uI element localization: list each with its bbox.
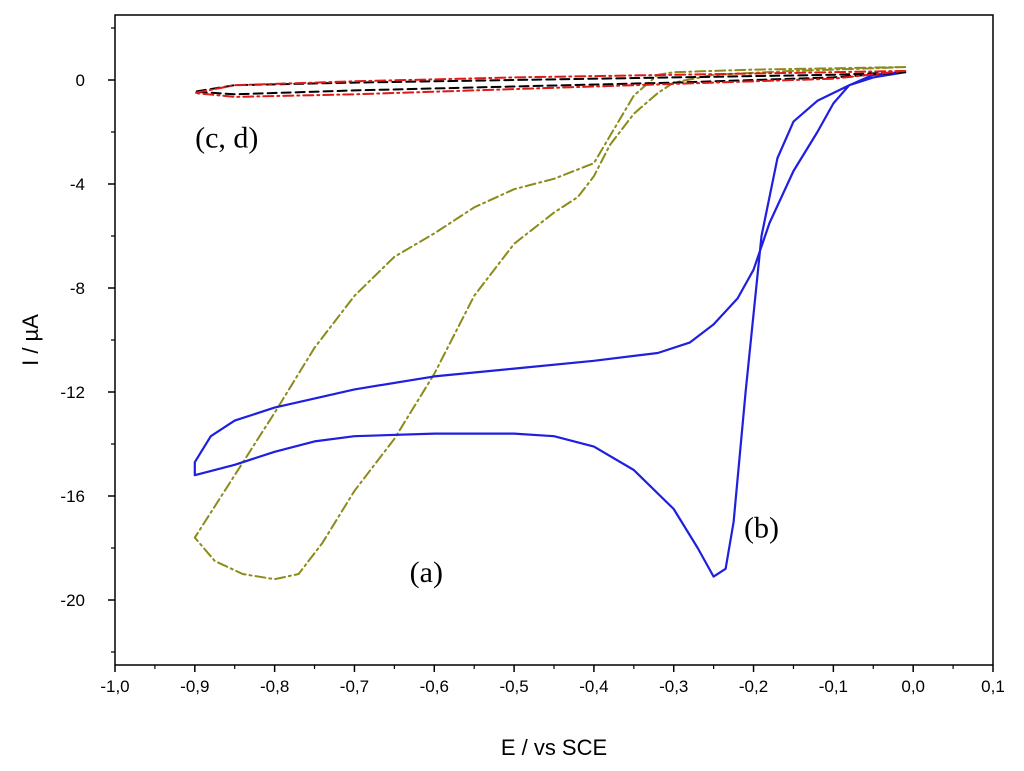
y-tick-label: -4 bbox=[70, 175, 85, 194]
curve-b bbox=[193, 71, 907, 578]
annotation-label: (b) bbox=[744, 512, 779, 545]
x-tick-label: -0,4 bbox=[579, 677, 608, 696]
x-tick-label: -0,8 bbox=[260, 677, 289, 696]
curve-a bbox=[193, 66, 907, 581]
y-axis-ticks: 0 -4 -8 -12 -16 -20 bbox=[60, 27, 115, 653]
x-tick-label: -0,5 bbox=[499, 677, 528, 696]
x-tick-label: -0,7 bbox=[340, 677, 369, 696]
x-tick-label: 0,1 bbox=[981, 677, 1005, 696]
x-tick-label: -1,0 bbox=[100, 677, 129, 696]
x-tick-label: -0,2 bbox=[739, 677, 768, 696]
y-tick-label: 0 bbox=[76, 71, 85, 90]
x-tick-label: -0,1 bbox=[819, 677, 848, 696]
x-tick-label: -0,9 bbox=[180, 677, 209, 696]
curve-c bbox=[193, 71, 907, 96]
x-tick-label: -0,6 bbox=[420, 677, 449, 696]
curve-annotations: (a) (b) (c, d) bbox=[195, 122, 779, 589]
x-tick-label: 0,0 bbox=[901, 677, 925, 696]
plot-frame bbox=[114, 14, 994, 666]
y-tick-label: -20 bbox=[60, 591, 85, 610]
y-axis-title: I / µA bbox=[18, 314, 43, 366]
curve-d bbox=[193, 69, 907, 98]
x-axis-title: E / vs SCE bbox=[501, 735, 607, 760]
y-tick-label: -8 bbox=[70, 279, 85, 298]
x-tick-label: -0,3 bbox=[659, 677, 688, 696]
curves bbox=[193, 66, 907, 581]
x-axis-ticks: -1,0 -0,9 -0,8 -0,7 -0,6 -0,5 -0,4 -0,3 -0,2 -0,1… bbox=[100, 665, 1005, 696]
y-tick-label: -16 bbox=[60, 487, 85, 506]
y-tick-label: -12 bbox=[60, 383, 85, 402]
annotation-label: (c, d) bbox=[195, 122, 258, 155]
annotation-label: (a) bbox=[410, 556, 443, 589]
